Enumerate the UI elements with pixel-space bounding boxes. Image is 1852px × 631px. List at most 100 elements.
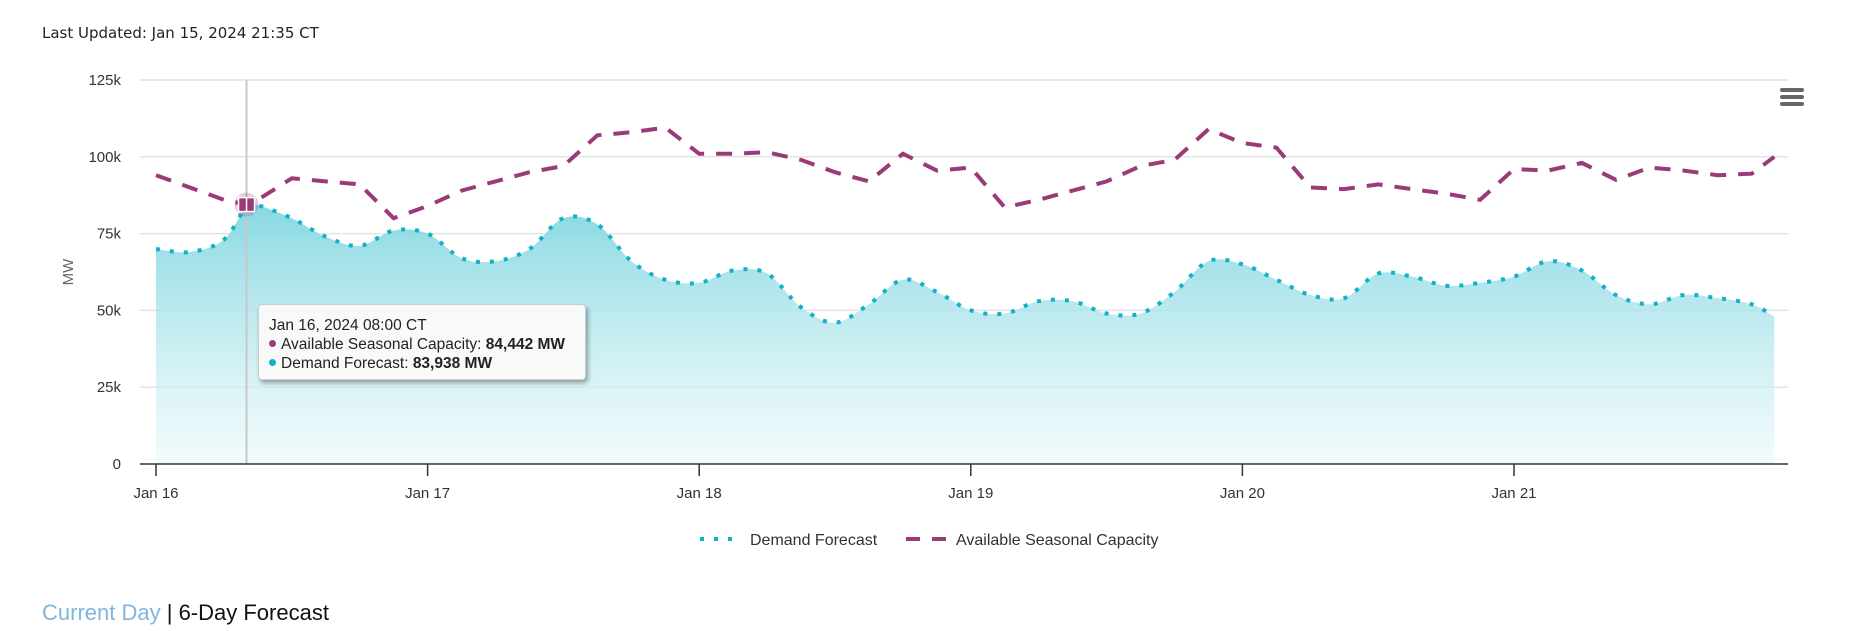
capacity-point[interactable] bbox=[560, 163, 566, 169]
capacity-point[interactable] bbox=[1307, 185, 1313, 191]
capacity-point[interactable] bbox=[425, 203, 431, 209]
capacity-point[interactable] bbox=[1002, 204, 1008, 210]
capacity-point[interactable] bbox=[1341, 186, 1347, 192]
capacity-point[interactable] bbox=[391, 215, 397, 221]
demand-forecast-point[interactable] bbox=[560, 215, 566, 221]
demand-forecast-point[interactable] bbox=[1613, 292, 1619, 298]
capacity-point[interactable] bbox=[1477, 197, 1483, 203]
demand-forecast-point[interactable] bbox=[1138, 310, 1144, 316]
capacity-point[interactable] bbox=[594, 132, 600, 138]
demand-forecast-point[interactable] bbox=[1477, 280, 1483, 286]
demand-forecast-point[interactable] bbox=[1771, 314, 1777, 320]
capacity-point[interactable] bbox=[1070, 188, 1076, 194]
capacity-point[interactable] bbox=[1647, 165, 1653, 171]
capacity-point[interactable] bbox=[1375, 181, 1381, 187]
demand-forecast-point[interactable] bbox=[696, 280, 702, 286]
capacity-point[interactable] bbox=[1273, 145, 1279, 151]
demand-forecast-point[interactable] bbox=[1647, 301, 1653, 307]
capacity-point[interactable] bbox=[1138, 163, 1144, 169]
capacity-point[interactable] bbox=[187, 185, 193, 191]
demand-forecast-point[interactable] bbox=[153, 246, 159, 252]
capacity-point[interactable] bbox=[628, 129, 634, 135]
capacity-point[interactable] bbox=[1239, 140, 1245, 146]
capacity-point[interactable] bbox=[1771, 154, 1777, 160]
demand-forecast-point[interactable] bbox=[1681, 292, 1687, 298]
demand-forecast-point[interactable] bbox=[764, 271, 770, 277]
demand-forecast-point[interactable] bbox=[1545, 258, 1551, 264]
demand-forecast-point[interactable] bbox=[1511, 274, 1517, 280]
demand-forecast-point[interactable] bbox=[1070, 298, 1076, 304]
demand-forecast-point[interactable] bbox=[289, 215, 295, 221]
demand-forecast-point[interactable] bbox=[1579, 267, 1585, 273]
demand-forecast-point[interactable] bbox=[934, 289, 940, 295]
legend-item-demand-forecast[interactable]: Demand Forecast bbox=[700, 532, 878, 549]
demand-forecast-point[interactable] bbox=[459, 255, 465, 261]
demand-forecast-point[interactable] bbox=[493, 258, 499, 264]
capacity-point[interactable] bbox=[900, 151, 906, 157]
hamburger-menu-icon[interactable] bbox=[1780, 88, 1804, 110]
demand-forecast-point[interactable] bbox=[832, 320, 838, 326]
capacity-point[interactable] bbox=[1443, 191, 1449, 197]
demand-forecast-point[interactable] bbox=[594, 221, 600, 227]
available-seasonal-capacity-line[interactable] bbox=[155, 125, 1776, 221]
demand-forecast-point[interactable] bbox=[900, 277, 906, 283]
demand-forecast-point[interactable] bbox=[221, 237, 227, 243]
current-day-link[interactable]: Current Day bbox=[42, 600, 161, 625]
capacity-point[interactable] bbox=[832, 169, 838, 175]
capacity-point[interactable] bbox=[696, 151, 702, 157]
demand-forecast-point[interactable] bbox=[1239, 261, 1245, 267]
demand-forecast-point[interactable] bbox=[1307, 292, 1313, 298]
capacity-point[interactable] bbox=[1172, 157, 1178, 163]
capacity-point[interactable] bbox=[1715, 172, 1721, 178]
capacity-point[interactable] bbox=[1749, 171, 1755, 177]
demand-forecast-point[interactable] bbox=[425, 231, 431, 237]
capacity-point[interactable] bbox=[798, 157, 804, 163]
demand-forecast-point[interactable] bbox=[1273, 277, 1279, 283]
capacity-point[interactable] bbox=[289, 175, 295, 181]
capacity-point[interactable] bbox=[1681, 168, 1687, 174]
capacity-point[interactable] bbox=[493, 178, 499, 184]
capacity-point[interactable] bbox=[1613, 177, 1619, 183]
demand-forecast-point[interactable] bbox=[730, 267, 736, 273]
demand-forecast-point[interactable] bbox=[1715, 295, 1721, 301]
demand-forecast-point[interactable] bbox=[1749, 301, 1755, 307]
demand-forecast-point[interactable] bbox=[866, 301, 872, 307]
capacity-point[interactable] bbox=[764, 149, 770, 155]
capacity-point[interactable] bbox=[153, 172, 159, 178]
capacity-point[interactable] bbox=[730, 151, 736, 157]
capacity-point[interactable] bbox=[662, 125, 668, 131]
demand-forecast-point[interactable] bbox=[1036, 298, 1042, 304]
capacity-point[interactable] bbox=[1409, 186, 1415, 192]
capacity-point[interactable] bbox=[1579, 160, 1585, 166]
demand-forecast-point[interactable] bbox=[1375, 271, 1381, 277]
demand-forecast-point[interactable] bbox=[391, 228, 397, 234]
demand-forecast-point[interactable] bbox=[1341, 295, 1347, 301]
demand-forecast-point[interactable] bbox=[628, 258, 634, 264]
demand-forecast-point[interactable] bbox=[662, 277, 668, 283]
demand-forecast-point[interactable] bbox=[1409, 274, 1415, 280]
capacity-point[interactable] bbox=[1511, 166, 1517, 172]
demand-forecast-point[interactable] bbox=[798, 304, 804, 310]
demand-forecast-point[interactable] bbox=[187, 249, 193, 255]
demand-forecast-point[interactable] bbox=[323, 234, 329, 240]
demand-forecast-point[interactable] bbox=[1104, 310, 1110, 316]
capacity-point[interactable] bbox=[866, 178, 872, 184]
legend-item-available-seasonal-capacity[interactable]: Available Seasonal Capacity bbox=[906, 532, 1159, 549]
capacity-point[interactable] bbox=[357, 181, 363, 187]
demand-forecast-point[interactable] bbox=[526, 246, 532, 252]
capacity-point[interactable] bbox=[1545, 168, 1551, 174]
demand-forecast-point[interactable] bbox=[357, 243, 363, 249]
capacity-point[interactable] bbox=[221, 197, 227, 203]
capacity-point[interactable] bbox=[1205, 126, 1211, 132]
capacity-point[interactable] bbox=[323, 178, 329, 184]
capacity-point[interactable] bbox=[1036, 197, 1042, 203]
capacity-point[interactable] bbox=[934, 168, 940, 174]
demand-forecast-point[interactable] bbox=[1443, 283, 1449, 289]
capacity-point[interactable] bbox=[1104, 178, 1110, 184]
demand-forecast-point[interactable] bbox=[968, 307, 974, 313]
capacity-point[interactable] bbox=[526, 169, 532, 175]
capacity-point[interactable] bbox=[459, 188, 465, 194]
demand-forecast-point[interactable] bbox=[1002, 310, 1008, 316]
demand-forecast-point[interactable] bbox=[1172, 289, 1178, 295]
demand-forecast-point[interactable] bbox=[1205, 258, 1211, 264]
